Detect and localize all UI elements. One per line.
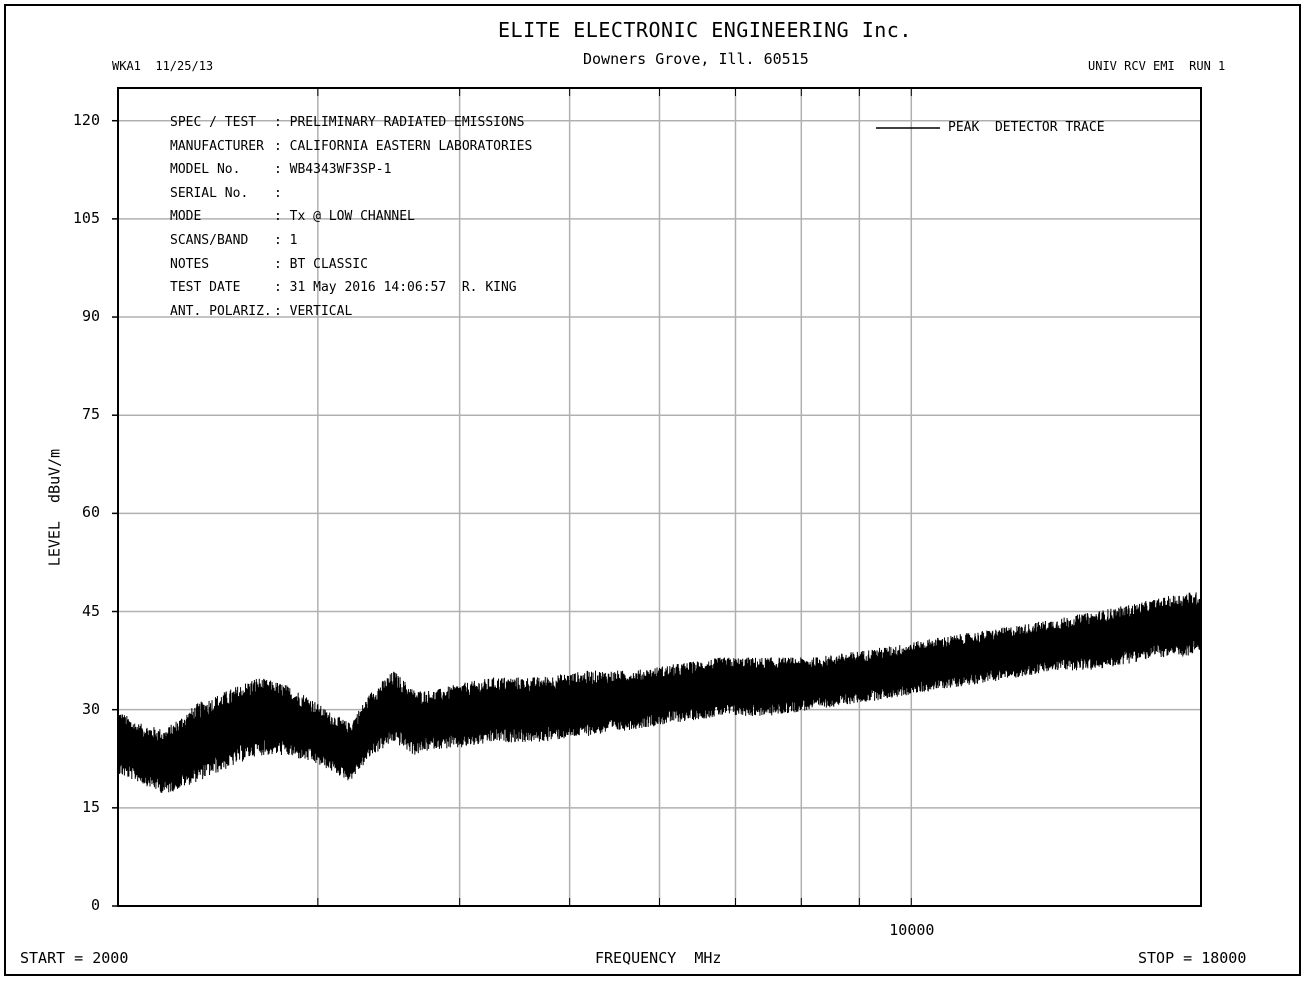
- y-tick-label: 75: [81, 405, 100, 424]
- info-row: SPEC / TEST : PRELIMINARY RADIATED EMISSI…: [170, 115, 532, 139]
- y-tick-label: 120: [72, 110, 100, 129]
- y-tick-label: 90: [81, 307, 100, 326]
- start-frequency: START = 2000: [20, 949, 129, 967]
- page-frame: [4, 4, 1301, 976]
- y-tick-label: 30: [81, 699, 100, 718]
- y-tick-label: 45: [81, 601, 100, 620]
- legend-label: PEAK DETECTOR TRACE: [948, 120, 1105, 135]
- info-label: MODEL No.: [170, 162, 241, 178]
- info-label: MODE: [170, 209, 202, 225]
- info-label: SPEC / TEST: [170, 115, 257, 130]
- plot-border: [117, 87, 1202, 907]
- address-subtitle: Downers Grove, Ill. 60515: [583, 50, 809, 68]
- info-row: MODE : Tx @ LOW CHANNEL: [170, 209, 532, 233]
- info-value: : 31 May 2016 14:06:57 R. KING: [274, 280, 517, 296]
- info-value: : PRELIMINARY RADIATED EMISSIONS: [274, 115, 525, 130]
- stop-frequency: STOP = 18000: [1138, 949, 1247, 967]
- info-block: SPEC / TEST : PRELIMINARY RADIATED EMISSI…: [170, 115, 532, 327]
- info-row: MODEL No. : WB4343WF3SP-1: [170, 162, 532, 186]
- info-row: NOTES : BT CLASSIC: [170, 257, 532, 281]
- info-value: : 1: [274, 232, 298, 248]
- info-row: MANUFACTURER : CALIFORNIA EASTERN LABORAT…: [170, 139, 532, 163]
- info-value: : VERTICAL: [274, 303, 353, 319]
- peak-trace: [117, 592, 1202, 793]
- right-tag: UNIV RCV EMI RUN 1: [1088, 59, 1226, 73]
- x-axis-label: FREQUENCY MHz: [595, 949, 722, 967]
- info-label: NOTES: [170, 256, 210, 272]
- info-row: ANT. POLARIZ.: VERTICAL: [170, 304, 532, 328]
- y-tick-label: 105: [72, 208, 100, 227]
- peak-detector-trace: [117, 592, 1202, 793]
- info-label: TEST DATE: [170, 280, 241, 296]
- info-value: : WB4343WF3SP-1: [274, 162, 392, 178]
- info-label: SERIAL No.: [170, 185, 249, 201]
- page-title: ELITE ELECTRONIC ENGINEERING Inc.: [498, 18, 912, 42]
- y-axis-label: LEVEL dBuV/m: [45, 448, 64, 567]
- info-row: SCANS/BAND : 1: [170, 233, 532, 257]
- info-label: SCANS/BAND: [170, 232, 249, 248]
- info-value: : Tx @ LOW CHANNEL: [274, 209, 415, 225]
- y-tick-label: 60: [81, 503, 100, 522]
- info-value: : BT CLASSIC: [274, 256, 368, 272]
- info-value: :: [274, 185, 282, 201]
- y-tick-label: 0: [90, 896, 100, 914]
- info-row: TEST DATE : 31 May 2016 14:06:57 R. KING: [170, 280, 532, 304]
- info-row: SERIAL No.:: [170, 186, 532, 210]
- left-tag: WKA1 11/25/13: [112, 59, 214, 73]
- info-label: MANUFACTURER: [170, 138, 264, 154]
- info-value: : CALIFORNIA EASTERN LABORATORIES: [274, 138, 533, 154]
- x-tick-label: 10000: [889, 921, 935, 939]
- y-tick-label: 15: [81, 797, 100, 816]
- info-label: ANT. POLARIZ.: [170, 303, 272, 319]
